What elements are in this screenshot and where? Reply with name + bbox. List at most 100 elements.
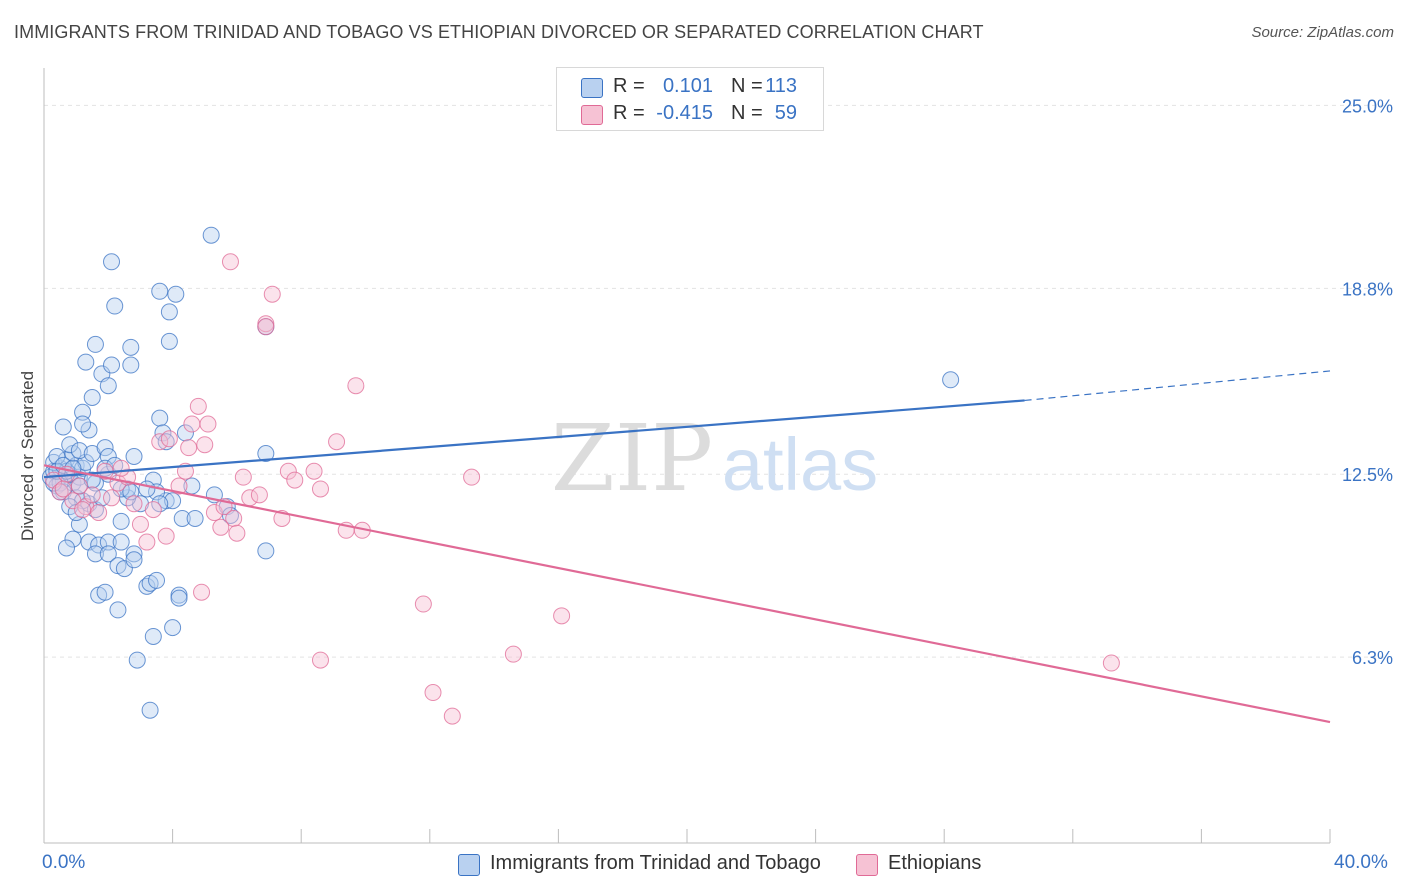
point-trinidad bbox=[257, 542, 275, 560]
point-trinidad bbox=[128, 651, 146, 669]
point-trinidad bbox=[106, 297, 124, 315]
point-trinidad bbox=[74, 415, 92, 433]
point-trinidad bbox=[186, 509, 204, 527]
point-ethiopian bbox=[225, 509, 243, 527]
point-trinidad bbox=[122, 338, 140, 356]
chart-title: IMMIGRANTS FROM TRINIDAD AND TOBAGO VS E… bbox=[14, 22, 984, 42]
bottom-legend-swatch-pink bbox=[856, 854, 878, 876]
point-trinidad bbox=[86, 335, 104, 353]
point-trinidad bbox=[83, 388, 101, 406]
x-tick-label-min: 0.0% bbox=[42, 852, 86, 873]
source-label: Source: ZipAtlas.com bbox=[1251, 24, 1394, 41]
legend-n-label: N = bbox=[731, 102, 763, 124]
point-ethiopian bbox=[263, 285, 281, 303]
point-ethiopian bbox=[196, 436, 214, 454]
y-tick-label: 12.5% bbox=[1342, 465, 1393, 485]
trend-line-trinidad bbox=[43, 399, 1025, 479]
point-trinidad bbox=[99, 377, 117, 395]
point-ethiopian bbox=[311, 651, 329, 669]
watermark-atlas: atlas bbox=[722, 423, 878, 506]
point-trinidad bbox=[86, 545, 104, 563]
point-trinidad bbox=[77, 353, 95, 371]
point-ethiopian bbox=[279, 462, 297, 480]
point-ethiopian bbox=[328, 433, 346, 451]
point-ethiopian bbox=[170, 477, 188, 495]
point-trinidad bbox=[160, 303, 178, 321]
point-trinidad bbox=[112, 512, 130, 530]
point-trinidad bbox=[942, 371, 960, 389]
point-trinidad bbox=[141, 701, 159, 719]
point-trinidad bbox=[170, 589, 188, 607]
point-trinidad bbox=[93, 489, 111, 507]
point-trinidad bbox=[154, 424, 172, 442]
watermark-zip: ZIP bbox=[551, 405, 713, 512]
legend-n-label: N = bbox=[731, 75, 763, 97]
bottom-legend-label: Ethiopians bbox=[888, 852, 982, 874]
point-ethiopian bbox=[257, 318, 275, 336]
point-trinidad bbox=[103, 356, 121, 374]
point-ethiopian bbox=[103, 489, 121, 507]
point-trinidad bbox=[125, 551, 143, 569]
point-ethiopian bbox=[151, 433, 169, 451]
axes bbox=[43, 68, 1331, 844]
point-trinidad bbox=[122, 356, 140, 374]
y-tick-labels: 6.3% 12.5% 18.8% 25.0% bbox=[1342, 96, 1393, 668]
point-trinidad bbox=[160, 332, 178, 350]
point-ethiopian bbox=[74, 501, 92, 519]
point-ethiopian bbox=[250, 486, 268, 504]
point-ethiopian bbox=[183, 415, 201, 433]
point-trinidad bbox=[221, 507, 239, 525]
legend-r-label: R = bbox=[613, 102, 645, 124]
bottom-legend-label: Immigrants from Trinidad and Tobago bbox=[490, 852, 821, 874]
legend-swatch-pink bbox=[581, 105, 603, 125]
point-trinidad bbox=[151, 409, 169, 427]
point-trinidad bbox=[157, 433, 175, 451]
point-ethiopian bbox=[305, 462, 323, 480]
point-ethiopian bbox=[424, 684, 442, 702]
point-trinidad bbox=[144, 627, 162, 645]
trend-line-extension bbox=[1024, 370, 1331, 402]
point-ethiopian bbox=[221, 253, 239, 271]
point-ethiopian bbox=[83, 486, 101, 504]
point-trinidad bbox=[80, 421, 98, 439]
point-ethiopian bbox=[1102, 654, 1120, 672]
point-ethiopian bbox=[205, 504, 223, 522]
point-trinidad bbox=[125, 448, 143, 465]
point-ethiopian bbox=[212, 518, 230, 536]
point-trinidad bbox=[138, 577, 156, 595]
point-ethiopian bbox=[157, 527, 175, 545]
point-trinidad bbox=[64, 530, 82, 548]
point-trinidad bbox=[96, 439, 114, 457]
trend-lines bbox=[43, 370, 1331, 724]
point-ethiopian bbox=[54, 480, 72, 498]
point-trinidad bbox=[151, 282, 169, 300]
legend-r-value: -0.415 bbox=[656, 102, 713, 124]
point-trinidad bbox=[74, 403, 92, 421]
trend-line-ethiopian bbox=[43, 464, 1331, 724]
watermark: ZIP atlas bbox=[551, 405, 878, 512]
point-trinidad bbox=[125, 545, 143, 563]
point-trinidad bbox=[164, 619, 182, 637]
point-ethiopian bbox=[193, 583, 211, 601]
point-ethiopian bbox=[311, 480, 329, 498]
point-trinidad bbox=[148, 571, 166, 589]
point-ethiopian bbox=[160, 430, 178, 448]
point-trinidad bbox=[257, 445, 275, 463]
gridlines bbox=[44, 104, 1392, 658]
point-trinidad bbox=[112, 533, 130, 551]
point-trinidad bbox=[99, 533, 117, 551]
legend-r-value: 0.101 bbox=[662, 75, 713, 97]
y-tick-label: 6.3% bbox=[1352, 648, 1393, 668]
point-trinidad bbox=[176, 424, 194, 442]
point-trinidad bbox=[54, 418, 72, 436]
point-ethiopian bbox=[189, 397, 207, 415]
point-ethiopian bbox=[144, 501, 162, 519]
point-ethiopian bbox=[234, 468, 252, 486]
point-ethiopian bbox=[112, 459, 130, 477]
point-trinidad bbox=[109, 601, 127, 619]
legend-r-label: R = bbox=[613, 75, 645, 97]
point-ethiopian bbox=[180, 439, 198, 457]
legend: R = 0.101 N = 113 R = -0.415 N = 59 bbox=[556, 67, 824, 131]
point-ethiopian bbox=[51, 483, 69, 501]
